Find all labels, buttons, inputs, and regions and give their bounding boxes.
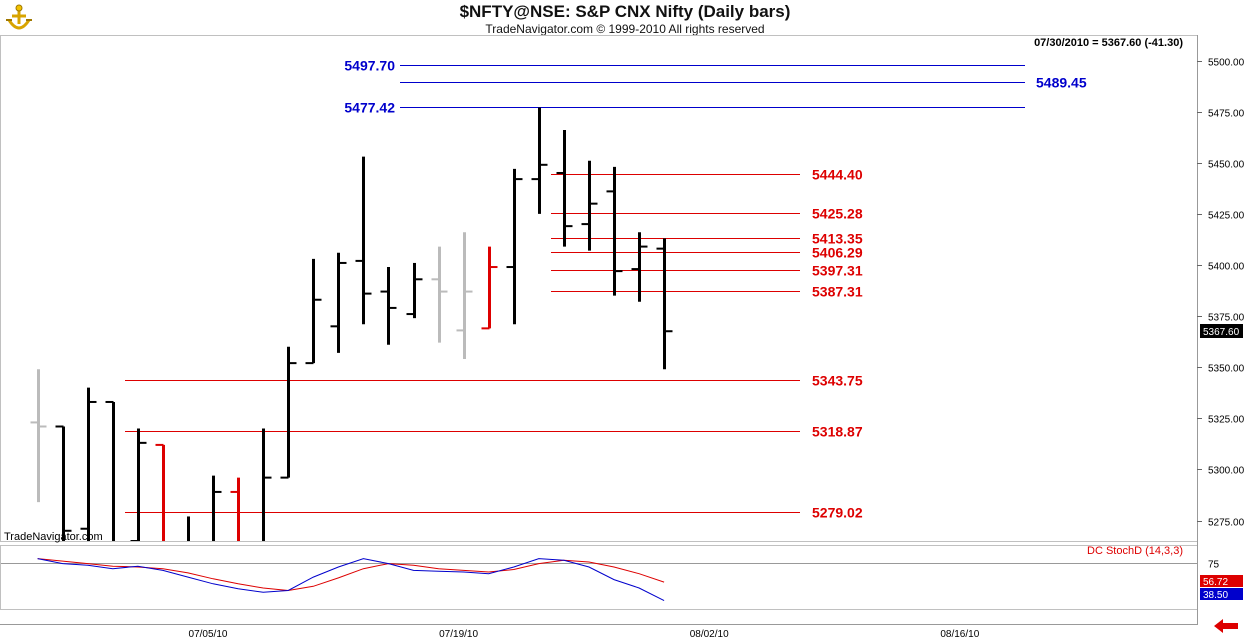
ohlc-bar	[531, 107, 548, 214]
ohlc-bar	[187, 516, 190, 541]
level-label: 5444.40	[812, 167, 863, 183]
stoch-k-value-box	[1200, 588, 1243, 600]
level-label: 5425.28	[812, 206, 863, 222]
indicator-pane-border	[0, 545, 1198, 610]
status-line: 07/30/2010 = 5367.60 (-41.30)	[1034, 37, 1183, 49]
x-tick-label: 08/16/10	[940, 629, 979, 640]
ohlc-bar	[130, 428, 147, 541]
ohlc-bar	[30, 369, 47, 503]
ohlc-bar	[556, 130, 573, 247]
y-tick-label: 5400.00	[1208, 262, 1245, 273]
y-tick-label: 5425.00	[1208, 211, 1245, 222]
y-tick-label: 5375.00	[1208, 313, 1245, 324]
level-label: 5397.31	[812, 263, 863, 279]
ohlc-bar	[431, 246, 448, 343]
last-price-label: 5367.60	[1203, 327, 1240, 338]
ohlc-bar	[581, 160, 598, 251]
stoch-d-value-box	[1200, 575, 1243, 587]
level-label: 5387.31	[812, 284, 863, 300]
ohlc-bar	[656, 238, 673, 370]
price-pane-border	[0, 35, 1198, 542]
level-label: 5497.70	[344, 58, 395, 74]
y-tick-label: 5300.00	[1208, 466, 1245, 477]
ohlc-bar	[80, 387, 97, 541]
ohlc-bar	[406, 262, 423, 319]
y-tick-label: 5450.00	[1208, 160, 1245, 171]
y-tick-label: 5350.00	[1208, 364, 1245, 375]
ohlc-bar	[506, 168, 523, 325]
ohlc-bar	[355, 156, 372, 325]
trade-navigator-logo-icon[interactable]	[4, 4, 34, 36]
y-tick-label: 5500.00	[1208, 58, 1245, 69]
scroll-back-arrow-icon[interactable]	[1212, 617, 1240, 635]
ohlc-bar	[262, 428, 272, 541]
ohlc-bar	[380, 267, 397, 345]
watermark: TradeNavigator.com	[4, 531, 103, 543]
y-tick-label: 5275.00	[1208, 518, 1245, 529]
ohlc-bar	[280, 346, 297, 479]
ohlc-bar	[330, 252, 347, 353]
level-label: 5489.45	[1036, 75, 1087, 91]
level-label: 5343.75	[812, 373, 863, 389]
x-tick-label: 08/02/10	[690, 629, 729, 640]
last-price-box	[1200, 324, 1243, 338]
ohlc-bar	[155, 443, 165, 541]
chart-title: $NFTY@NSE: S&P CNX Nifty (Daily bars)	[459, 2, 791, 21]
x-tick-label: 07/05/10	[189, 629, 228, 640]
stoch-d-value: 56.72	[1203, 577, 1228, 588]
ohlc-bar	[212, 475, 222, 541]
ohlc-bar	[55, 425, 72, 541]
level-label: 5279.02	[812, 505, 863, 521]
ohlc-bar	[606, 166, 623, 296]
level-label: 5406.29	[812, 245, 863, 261]
ohlc-bar	[305, 258, 322, 365]
level-label: 5318.87	[812, 424, 863, 440]
level-label: 5477.42	[344, 100, 395, 116]
y-tick-label: 5325.00	[1208, 415, 1245, 426]
stoch-k-line	[37, 558, 665, 602]
ohlc-bar	[230, 477, 240, 541]
x-tick-label: 07/19/10	[439, 629, 478, 640]
stoch-k-value: 38.50	[1203, 590, 1228, 601]
y-tick-label: 5475.00	[1208, 109, 1245, 120]
level-label: 5413.35	[812, 231, 863, 247]
ohlc-bar	[631, 232, 648, 302]
ohlc-bar	[456, 232, 473, 360]
indicator-name: DC StochD (14,3,3)	[1087, 545, 1183, 557]
indicator-y-tick: 75	[1208, 560, 1220, 571]
ohlc-bar	[105, 400, 115, 541]
copyright-subtitle: TradeNavigator.com © 1999-2010 All right…	[485, 22, 765, 36]
ohlc-bar	[481, 246, 498, 330]
